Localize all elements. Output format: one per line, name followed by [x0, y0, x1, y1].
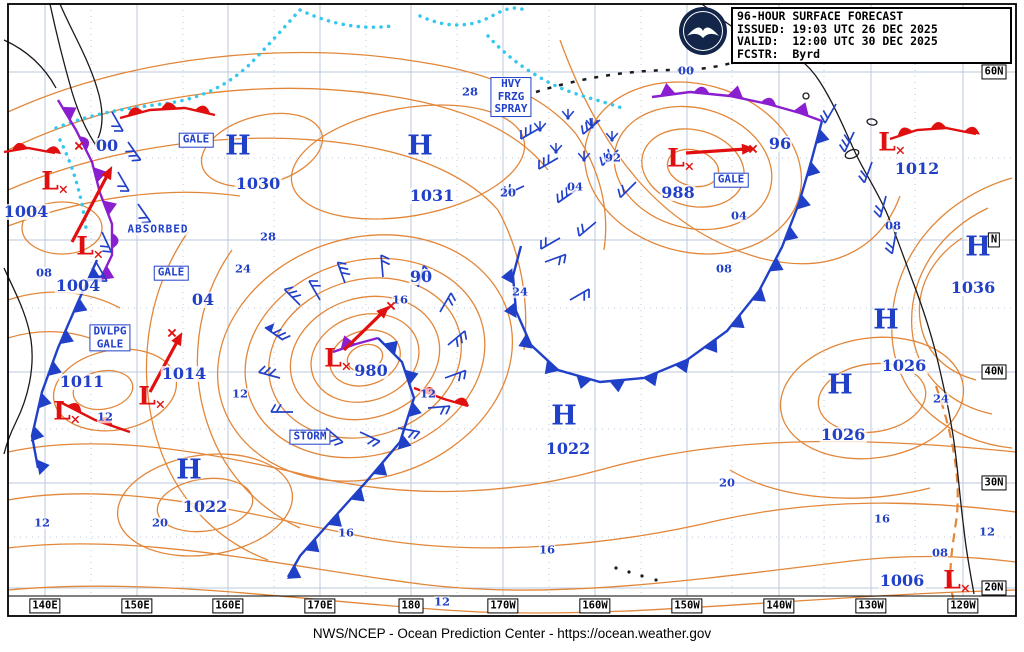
warm-front — [59, 400, 131, 434]
occluded-front — [651, 83, 823, 123]
cold-front — [30, 259, 102, 476]
wind-barb — [308, 280, 321, 301]
noaa-logo-icon — [679, 7, 727, 55]
freezing-spray-icon — [561, 109, 575, 120]
wind-barb — [99, 231, 113, 253]
wind-barb — [884, 231, 897, 255]
wind-barb — [444, 369, 467, 382]
forecast-title: 96-HOUR SURFACE FORECAST — [737, 9, 904, 23]
occluded-front — [98, 192, 119, 281]
valid-line: VALID: 12:00 UTC 30 DEC 2025 — [737, 34, 938, 49]
occluded-front — [332, 335, 379, 354]
wind-barb — [380, 254, 391, 278]
movement-arrow — [148, 332, 183, 393]
forecast-title-block: 96-HOUR SURFACE FORECAST ISSUED: 19:03 U… — [731, 7, 1012, 64]
freezing-spray-icon — [549, 143, 563, 154]
forecaster-line: FCSTR: Byrd — [737, 46, 821, 61]
footer-caption: NWS/NCEP - Ocean Prediction Center - htt… — [312, 626, 712, 641]
wind-barb — [397, 427, 421, 440]
warm-front — [889, 122, 980, 141]
wind-barb — [283, 286, 302, 306]
wind-barb — [503, 183, 525, 197]
lat-lon-grid — [8, 4, 1016, 596]
wind-barb — [538, 154, 559, 170]
wind-barb — [270, 403, 293, 413]
movement-arrow — [342, 305, 390, 352]
wind-barb — [447, 330, 468, 347]
warm-front — [3, 142, 62, 155]
wind-barb — [556, 187, 577, 204]
freezing-spray-icon — [577, 151, 591, 162]
cold-front — [286, 337, 422, 579]
wind-barb — [599, 148, 619, 167]
wind-barb — [336, 261, 351, 284]
wind-barb — [125, 141, 142, 162]
wind-barb — [359, 431, 381, 448]
isobar-lines — [7, 39, 1017, 614]
movement-arrow — [685, 143, 755, 155]
wind-barb — [873, 195, 887, 218]
wind-barb — [264, 323, 291, 341]
cold-front — [501, 120, 830, 393]
wind-barb — [439, 292, 457, 313]
wind-barb — [137, 203, 152, 224]
wind-barb — [117, 171, 130, 192]
issued-line: ISSUED: 19:03 UTC 26 DEC 2025 — [737, 21, 938, 36]
wind-barb — [540, 237, 561, 250]
warm-front — [119, 102, 216, 120]
wind-barb — [417, 265, 431, 288]
wind-barb — [838, 131, 855, 153]
wind-barb — [576, 221, 597, 237]
wind-barb — [580, 118, 601, 135]
freezing-spray-icon — [605, 131, 619, 142]
wind-barb — [111, 111, 124, 132]
wind-barb — [520, 124, 541, 140]
hawaii-islands — [614, 566, 658, 582]
wind-barb — [569, 288, 590, 301]
movement-arrow — [70, 166, 113, 243]
wind-barb — [258, 365, 281, 379]
map-border — [7, 3, 1017, 617]
weather-features-layer — [3, 83, 980, 579]
wind-barb — [819, 103, 837, 124]
wind-barb — [617, 181, 637, 199]
wind-barb — [858, 161, 873, 184]
wind-barb — [544, 253, 567, 266]
occluded-front — [56, 99, 107, 194]
wind-barb — [427, 405, 451, 416]
